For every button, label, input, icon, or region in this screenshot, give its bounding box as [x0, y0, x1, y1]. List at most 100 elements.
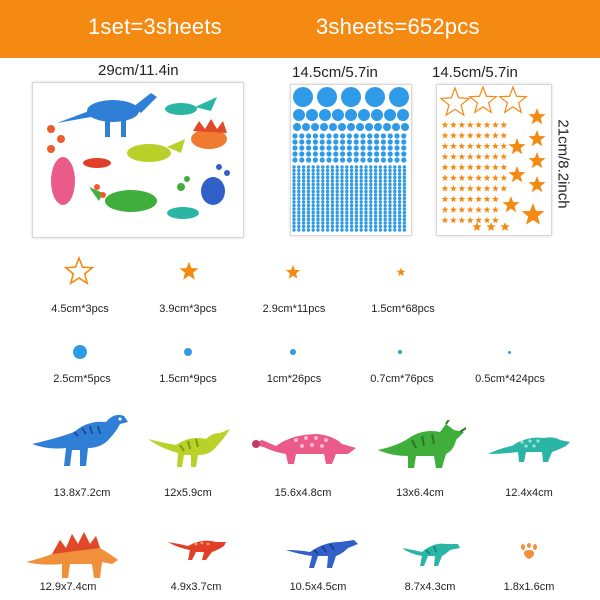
dot-sticker [378, 168, 383, 173]
dot-sticker [402, 228, 407, 232]
dot-sticker [393, 168, 397, 173]
dot-sticker [349, 186, 354, 190]
dot-sticker [384, 109, 396, 121]
star-sticker [491, 174, 499, 181]
dot-sticker [388, 200, 392, 204]
dot-sticker [393, 210, 397, 215]
star-sticker [441, 174, 449, 181]
dot-sticker [383, 168, 387, 173]
star-label-3: 2.9cm*11pcs [262, 303, 326, 315]
dot-sticker [349, 200, 354, 204]
dot-sticker [330, 165, 335, 169]
dot-sticker [402, 189, 407, 194]
dot-sticker [380, 139, 386, 145]
dot-sticker [297, 175, 301, 180]
dot-sticker [340, 210, 344, 215]
dot-sticker [340, 200, 344, 204]
dot-label-5: 0.5cm*424pcs [475, 373, 545, 385]
dot-sticker [402, 175, 407, 180]
star-sticker [502, 196, 520, 213]
dot-sticker [402, 203, 407, 208]
dot-sticker [297, 186, 301, 190]
dot-sticker [367, 133, 373, 139]
star-sticker [491, 163, 499, 171]
dot-sticker [369, 214, 373, 218]
dot-sticker [306, 133, 312, 139]
dot-sticker [346, 133, 352, 139]
dot-sticker [397, 210, 402, 215]
dot-sticker [378, 196, 383, 201]
dot-sticker [369, 203, 373, 208]
dot-sticker [367, 157, 373, 163]
dot-sticker [346, 139, 352, 145]
dot-sticker [354, 228, 359, 232]
dot-sticker [402, 186, 407, 190]
dot-sticker [317, 87, 337, 107]
star-sticker [441, 195, 449, 203]
dot-sticker [316, 217, 320, 222]
dot-sticker [306, 145, 312, 151]
dot-sticker [373, 196, 378, 201]
dot-sticker [349, 182, 354, 187]
star-sticker [483, 174, 491, 181]
dot-sticker [325, 203, 330, 208]
dot-sticker [383, 182, 387, 187]
dot-sticker [378, 172, 383, 176]
star-sticker [466, 132, 474, 139]
dot-sticker [340, 228, 344, 232]
dot-sticker [345, 193, 349, 197]
dot-sticker [394, 145, 400, 151]
dot-sticker [335, 165, 339, 169]
dot-sticker [297, 196, 301, 201]
dot-sticker [378, 207, 383, 211]
star-sticker [458, 174, 466, 181]
dot-sticker [378, 189, 383, 194]
dot-sticker [297, 217, 301, 222]
dot-sticker [335, 168, 339, 173]
dot-sticker [292, 182, 296, 187]
dot-sticker [292, 139, 298, 145]
dot-sticker [335, 228, 339, 232]
star-sticker [441, 206, 449, 213]
star-sticker [441, 121, 449, 128]
dot-sticker [388, 193, 392, 197]
dot-sticker [325, 207, 330, 211]
dot-sticker [311, 123, 319, 131]
star-medium-icon [285, 264, 301, 280]
dot-xl-icon [73, 345, 87, 359]
dot-sticker [360, 151, 366, 157]
dot-sticker [383, 200, 387, 204]
dot-sticker [335, 203, 339, 208]
star-sticker [491, 142, 499, 150]
dot-sticker [378, 193, 383, 197]
dot-sticker [359, 196, 363, 201]
star-sticker [458, 153, 466, 160]
dot-sticker [292, 133, 298, 139]
star-sticker [491, 206, 499, 213]
dot-sticker [312, 151, 318, 157]
dot-sticker [374, 151, 380, 157]
star-sticker [500, 142, 508, 150]
dot-sticker [364, 186, 368, 190]
dot-sticker [330, 200, 335, 204]
dot-sticker [373, 224, 378, 229]
dot-sticker [316, 196, 320, 201]
dot-sticker [349, 207, 354, 211]
dot-sticker [316, 179, 320, 183]
dot-sticker [364, 172, 368, 176]
dot-sticker [292, 193, 296, 197]
dot-sticker [346, 151, 352, 157]
dot-sticker [330, 193, 335, 197]
dot-sticker [364, 196, 368, 201]
dot-sticker [378, 210, 383, 215]
dot-sticker [393, 224, 397, 229]
star-sticker [466, 195, 474, 203]
dot-sticker [306, 168, 311, 173]
dot-medium-icon [290, 349, 296, 355]
star-sticker [491, 185, 499, 192]
star-label-1: 4.5cm*3pcs [51, 303, 109, 315]
dot-sticker [349, 168, 354, 173]
dot-sticker [325, 172, 330, 176]
dino-label-1: 13.8x7.2cm [53, 487, 111, 499]
dot-sticker [349, 193, 354, 197]
